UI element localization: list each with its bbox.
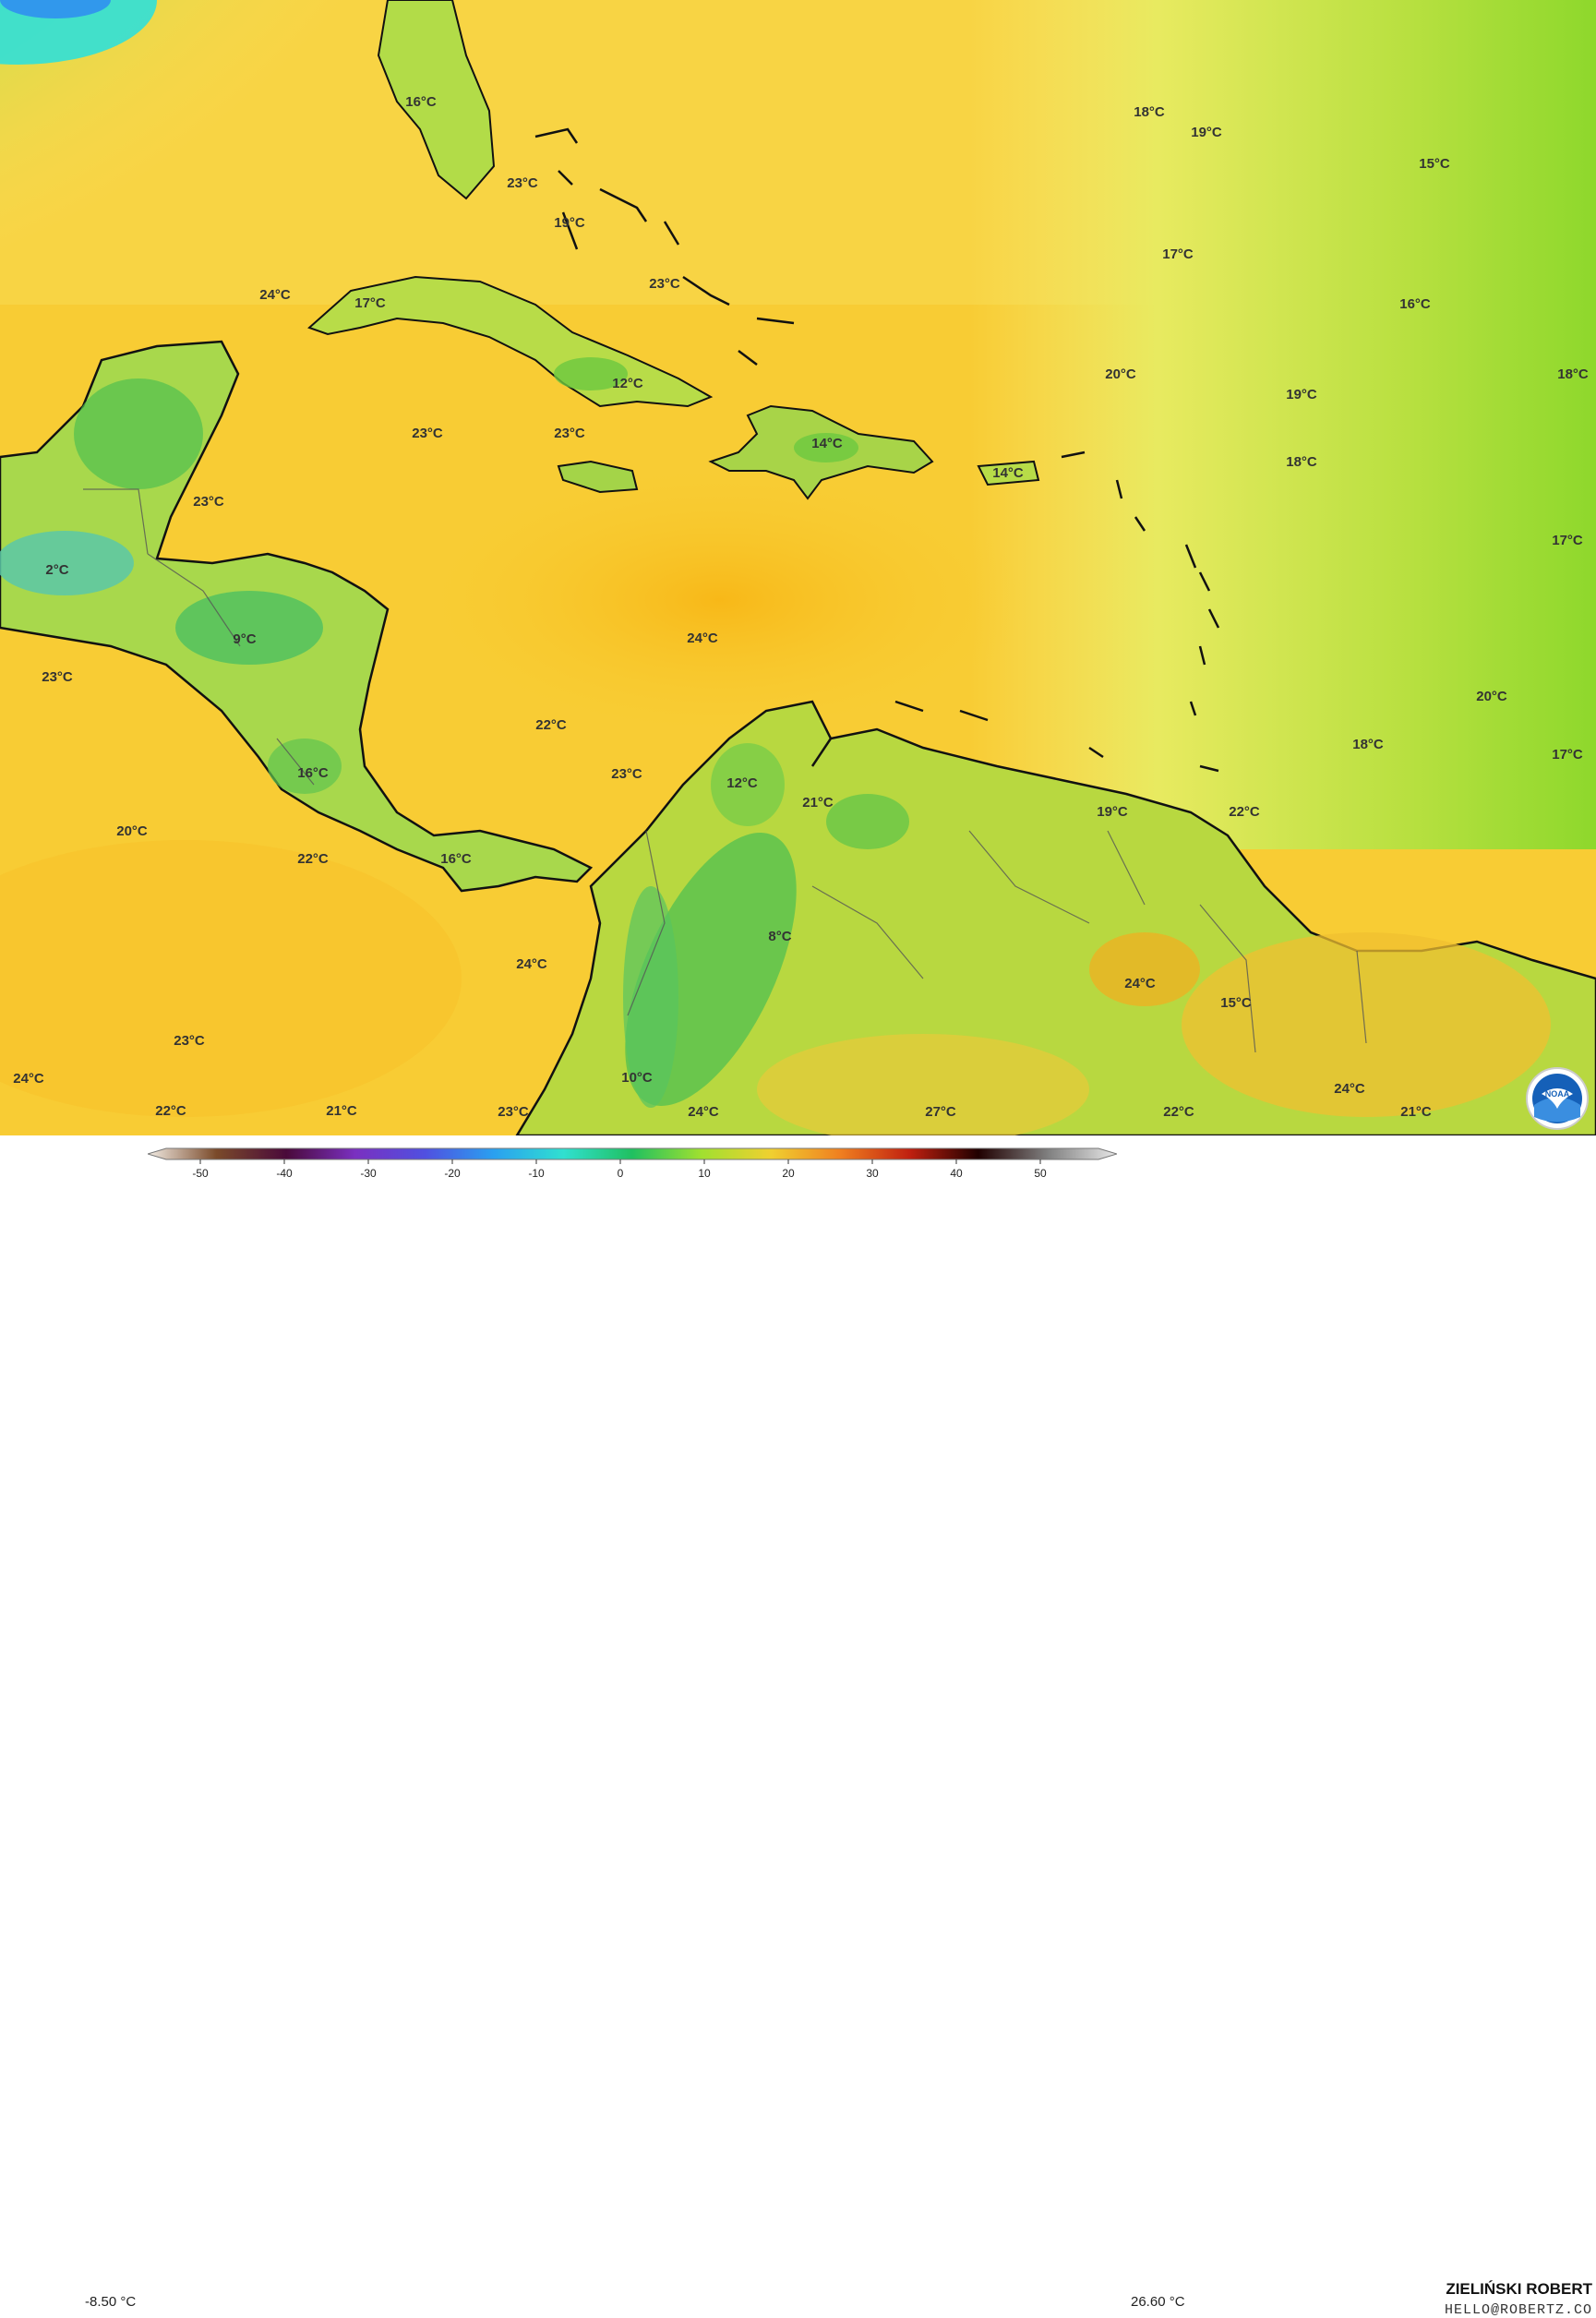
central-sea-warm-zone bbox=[415, 462, 1025, 739]
southwest-warm-zone bbox=[0, 840, 462, 1117]
colorbar-fill bbox=[148, 1147, 1117, 1160]
temp-label: 16°C bbox=[440, 851, 472, 867]
temp-label: 22°C bbox=[535, 717, 567, 733]
amazon-warm bbox=[757, 1034, 1089, 1135]
temp-label: 2°C bbox=[45, 562, 68, 578]
temp-label: 12°C bbox=[726, 775, 758, 791]
colorbar-tick-label: -20 bbox=[444, 1167, 461, 1180]
temp-label: 21°C bbox=[1400, 1104, 1432, 1120]
temp-label: 24°C bbox=[687, 631, 718, 646]
temp-label: 23°C bbox=[193, 494, 224, 510]
temp-label: 17°C bbox=[1552, 533, 1583, 548]
temperature-map: 16°C 23°C 19°C 23°C 24°C 17°C 12°C 23°C … bbox=[0, 0, 1596, 1135]
temperature-labels: 16°C 23°C 19°C 23°C 24°C 17°C 12°C 23°C … bbox=[13, 94, 1589, 1120]
temp-label: 19°C bbox=[1097, 804, 1128, 820]
temp-label: 18°C bbox=[1352, 737, 1384, 752]
colombia-highlands bbox=[711, 743, 785, 826]
temp-label: 16°C bbox=[405, 94, 437, 110]
temp-label: 14°C bbox=[992, 465, 1024, 481]
temp-label: 22°C bbox=[1229, 804, 1260, 820]
cuba-highlands bbox=[554, 357, 628, 390]
temp-label: 20°C bbox=[1476, 689, 1507, 704]
temp-label: 21°C bbox=[802, 795, 834, 811]
temp-label: 23°C bbox=[554, 426, 585, 441]
colorbar-tick-label: -50 bbox=[192, 1167, 209, 1180]
legend-max-label: 26.60 °C bbox=[1131, 2294, 1185, 2310]
temp-label: 24°C bbox=[516, 956, 547, 972]
honduras-highlands bbox=[175, 591, 323, 665]
temp-label: 21°C bbox=[326, 1103, 357, 1119]
colorbar-tick-label: 30 bbox=[866, 1167, 879, 1180]
temp-label: 19°C bbox=[1191, 125, 1222, 140]
guatemala-highlands bbox=[0, 531, 134, 595]
temp-label: 24°C bbox=[13, 1071, 44, 1087]
temp-label: 16°C bbox=[1399, 296, 1431, 312]
puerto-rico bbox=[977, 460, 1040, 486]
hispaniola-highlands bbox=[794, 433, 858, 462]
colorbar-tick-label: -40 bbox=[276, 1167, 293, 1180]
temp-label: 17°C bbox=[1552, 747, 1583, 763]
temperature-colorbar: -50 -40 -30 -20 -10 0 10 20 30 40 50 bbox=[148, 1147, 1117, 1180]
colorbar-tick-label: 50 bbox=[1034, 1167, 1047, 1180]
florida bbox=[377, 0, 496, 200]
author-credit: ZIELIŃSKI ROBERT bbox=[1446, 2280, 1592, 2298]
temp-label: 8°C bbox=[768, 929, 791, 944]
temp-label: 17°C bbox=[1162, 246, 1194, 262]
temp-label: 23°C bbox=[174, 1033, 205, 1049]
costa-rica-highlands bbox=[268, 739, 342, 794]
venezuela-highlands bbox=[826, 794, 909, 849]
temp-label: 18°C bbox=[1286, 454, 1317, 470]
temp-label: 23°C bbox=[498, 1104, 529, 1120]
country-borders bbox=[83, 488, 1367, 1053]
temp-label: 24°C bbox=[1334, 1081, 1365, 1097]
colorbar-tick-label: 10 bbox=[698, 1167, 711, 1180]
colorbar-tick-label: -30 bbox=[360, 1167, 377, 1180]
temp-label: 23°C bbox=[412, 426, 443, 441]
author-email: HELLO@ROBERTZ.CO bbox=[1444, 2302, 1592, 2318]
temp-label: 20°C bbox=[116, 823, 148, 839]
northwest-cold-zone bbox=[0, 0, 480, 351]
temp-label: 10°C bbox=[621, 1070, 653, 1086]
temp-label: 20°C bbox=[1105, 366, 1136, 382]
temp-label: 17°C bbox=[354, 295, 386, 311]
jamaica bbox=[557, 460, 639, 494]
temp-label: 23°C bbox=[42, 669, 73, 685]
small-islands bbox=[534, 127, 1220, 773]
yucatan-green bbox=[74, 378, 203, 489]
temp-label: 15°C bbox=[1419, 156, 1450, 172]
colorbar-tick-label: -10 bbox=[528, 1167, 545, 1180]
colorbar-tick-label: 0 bbox=[618, 1167, 624, 1180]
temp-label: 22°C bbox=[297, 851, 329, 867]
northwest-blue-core bbox=[0, 0, 111, 18]
guyana-warm bbox=[1089, 932, 1200, 1006]
temp-label: 18°C bbox=[1557, 366, 1589, 382]
temp-label: 23°C bbox=[507, 175, 538, 191]
temp-label: 12°C bbox=[612, 376, 643, 391]
andes-west-green bbox=[623, 886, 678, 1108]
temp-label: 14°C bbox=[811, 436, 843, 451]
temp-label: 24°C bbox=[688, 1104, 719, 1120]
temp-label: 27°C bbox=[925, 1104, 956, 1120]
temp-label: 22°C bbox=[155, 1103, 186, 1119]
east-cool-zone bbox=[969, 0, 1596, 849]
temp-label: 19°C bbox=[554, 215, 585, 231]
temp-label: 15°C bbox=[1220, 995, 1252, 1011]
temp-label: 24°C bbox=[1124, 976, 1156, 991]
temp-label: 16°C bbox=[297, 765, 329, 781]
legend-min-label: -8.50 °C bbox=[85, 2294, 137, 2310]
temp-label: 19°C bbox=[1286, 387, 1317, 402]
noaa-logo-text: NOAA bbox=[1545, 1089, 1570, 1099]
colorbar-tick-label: 40 bbox=[950, 1167, 963, 1180]
brazil-warm bbox=[1182, 932, 1551, 1117]
colorbar-ticks: -50 -40 -30 -20 -10 0 10 20 30 40 50 bbox=[192, 1159, 1047, 1180]
temp-label: 22°C bbox=[1163, 1104, 1194, 1120]
temp-label: 23°C bbox=[611, 766, 642, 782]
legend-footer: -8.50 °C -50 -40 -30 -20 -10 0 10 20 30 40 50 26.6… bbox=[0, 1135, 1596, 2318]
temp-label: 18°C bbox=[1134, 104, 1165, 120]
noaa-logo-icon: NOAA bbox=[1526, 1067, 1589, 1130]
temp-label: 23°C bbox=[649, 276, 680, 292]
temp-label: 24°C bbox=[259, 287, 291, 303]
colorbar-tick-label: 20 bbox=[782, 1167, 795, 1180]
temp-label: 9°C bbox=[233, 631, 256, 647]
